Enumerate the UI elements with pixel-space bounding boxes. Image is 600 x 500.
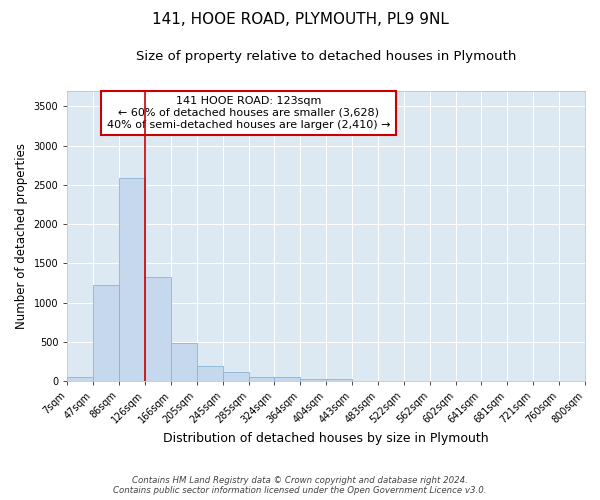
X-axis label: Distribution of detached houses by size in Plymouth: Distribution of detached houses by size … xyxy=(163,432,489,445)
Bar xyxy=(249,377,274,381)
Text: Contains HM Land Registry data © Crown copyright and database right 2024.
Contai: Contains HM Land Registry data © Crown c… xyxy=(113,476,487,495)
Y-axis label: Number of detached properties: Number of detached properties xyxy=(15,143,28,329)
Bar xyxy=(94,285,119,381)
Bar xyxy=(171,342,197,381)
Text: 141, HOOE ROAD, PLYMOUTH, PL9 9NL: 141, HOOE ROAD, PLYMOUTH, PL9 9NL xyxy=(152,12,448,28)
Bar xyxy=(301,378,326,381)
Bar xyxy=(197,366,223,381)
Title: Size of property relative to detached houses in Plymouth: Size of property relative to detached ho… xyxy=(136,50,517,63)
Bar xyxy=(145,276,171,381)
Bar xyxy=(326,378,352,381)
Text: 141 HOOE ROAD: 123sqm
← 60% of detached houses are smaller (3,628)
40% of semi-d: 141 HOOE ROAD: 123sqm ← 60% of detached … xyxy=(107,96,390,130)
Bar xyxy=(274,377,301,381)
Bar xyxy=(223,372,249,381)
Bar xyxy=(67,377,94,381)
Bar xyxy=(119,178,145,381)
